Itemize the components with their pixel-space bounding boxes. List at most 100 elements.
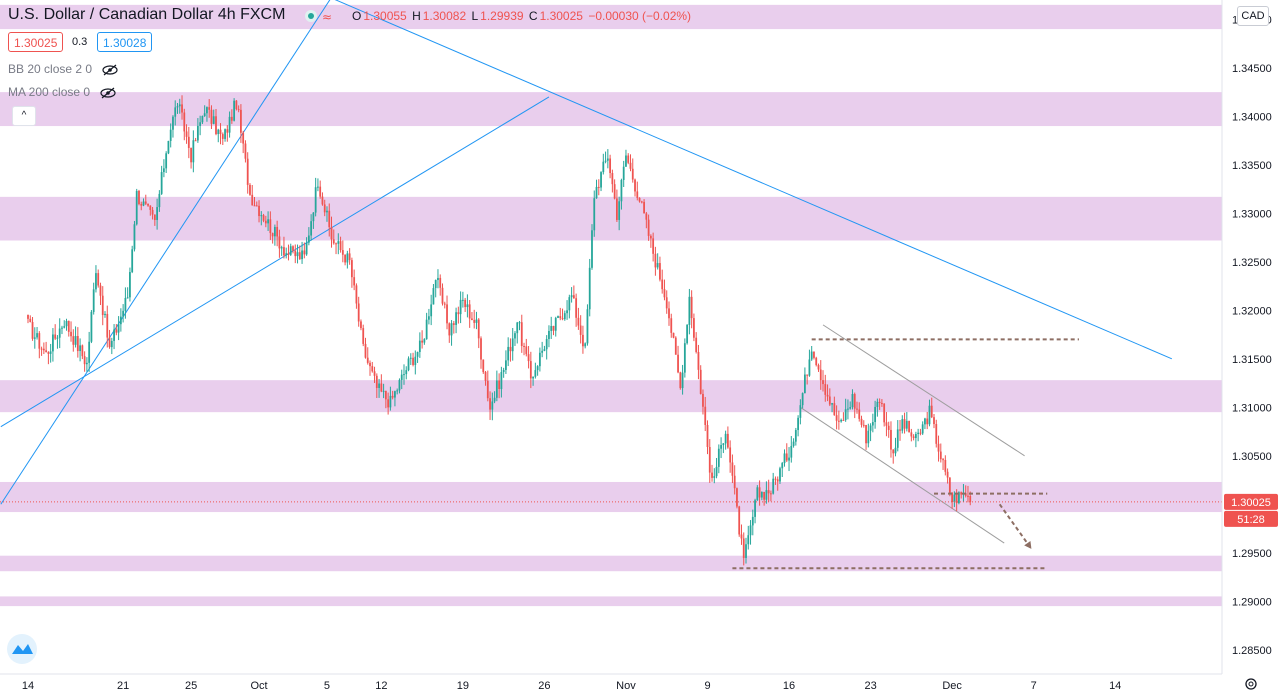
candle xyxy=(339,236,342,253)
candle xyxy=(131,245,134,274)
candle xyxy=(507,337,510,367)
y-tick-label: 1.28500 xyxy=(1232,645,1272,657)
candle xyxy=(677,345,679,374)
buy-button[interactable]: 1.30028 xyxy=(97,32,153,52)
candle xyxy=(85,357,88,372)
last-price-tag: 1.30025 51:28 xyxy=(1224,493,1278,527)
candle xyxy=(99,282,102,306)
candle xyxy=(668,301,670,326)
time-axis: 14 21 25 Oct 5 12 19 26 Nov 9 16 23 Dec 7 14 xyxy=(0,673,1280,694)
candle xyxy=(310,214,313,241)
symbol-title[interactable]: U.S. Dollar / Canadian Dollar 4h FXCM xyxy=(8,6,286,23)
indicator-ma[interactable]: MA 200 close 0 xyxy=(8,85,117,99)
candle xyxy=(688,288,691,335)
candle xyxy=(190,147,192,169)
candle xyxy=(244,140,247,163)
candle xyxy=(572,285,575,299)
zone-4 xyxy=(0,481,1222,513)
y-tick-label: 1.30500 xyxy=(1232,451,1272,463)
y-tick-label: 1.31500 xyxy=(1232,354,1272,366)
candle xyxy=(713,468,716,484)
candle xyxy=(604,151,607,164)
candle xyxy=(883,403,886,427)
x-tick-label: Nov xyxy=(616,680,636,692)
arrow-head xyxy=(1024,540,1032,549)
candle xyxy=(670,313,673,338)
hidden-eye-icon[interactable] xyxy=(101,64,119,76)
candle xyxy=(563,310,566,321)
candle xyxy=(287,244,290,261)
candle xyxy=(697,344,700,380)
sell-button[interactable]: 1.30025 xyxy=(8,32,64,52)
candle xyxy=(113,324,115,350)
candle xyxy=(686,324,689,345)
candle xyxy=(430,294,433,326)
candle xyxy=(357,296,360,327)
candle xyxy=(160,165,163,195)
candle xyxy=(273,224,276,246)
candle xyxy=(926,411,929,430)
candle xyxy=(403,364,405,385)
candle xyxy=(47,351,50,365)
x-tick-label: 9 xyxy=(704,680,710,692)
open-value: 1.30055 xyxy=(363,9,407,23)
candle xyxy=(486,370,489,402)
indicator-bb[interactable]: BB 20 close 2 0 xyxy=(8,62,119,76)
candle xyxy=(418,332,421,358)
hidden-eye-icon[interactable] xyxy=(99,87,117,99)
candle xyxy=(529,351,532,389)
candle xyxy=(693,313,695,342)
candle xyxy=(788,447,790,472)
svg-text:≈: ≈ xyxy=(322,10,332,24)
candle xyxy=(448,322,451,343)
candle xyxy=(425,312,428,340)
candle xyxy=(196,118,199,143)
candle xyxy=(246,152,249,194)
candle xyxy=(518,320,521,331)
spread-value: 0.3 xyxy=(72,36,88,48)
candle xyxy=(387,392,390,415)
candle xyxy=(600,171,602,192)
candle xyxy=(899,419,901,441)
candle xyxy=(760,491,763,501)
settings-gear-icon[interactable] xyxy=(1245,678,1257,690)
candle xyxy=(659,256,661,282)
candle xyxy=(878,398,881,410)
candle xyxy=(813,351,815,360)
candle xyxy=(711,464,713,482)
candle xyxy=(833,396,836,416)
last-price-label: 1.30025 xyxy=(1231,497,1271,509)
x-tick-label: 16 xyxy=(783,680,795,692)
candle xyxy=(278,229,281,258)
candle xyxy=(606,149,609,169)
candle xyxy=(935,419,938,448)
candle xyxy=(29,315,32,323)
candle xyxy=(457,306,460,324)
candle xyxy=(742,532,745,566)
candle xyxy=(317,178,319,192)
candle xyxy=(416,351,419,363)
candle xyxy=(538,347,541,372)
candle xyxy=(801,392,804,409)
collapse-legend-button[interactable]: ^ xyxy=(12,106,36,126)
candle xyxy=(228,111,231,138)
candle xyxy=(49,343,52,363)
candle xyxy=(541,341,544,358)
candle xyxy=(792,438,795,448)
candle xyxy=(235,100,238,111)
candle xyxy=(269,211,272,240)
candle xyxy=(181,95,183,120)
candle xyxy=(960,491,963,499)
candle xyxy=(199,115,202,136)
currency-badge[interactable]: CAD xyxy=(1237,6,1269,26)
candle xyxy=(647,214,650,241)
candle xyxy=(65,318,68,331)
candle xyxy=(473,309,476,329)
candle xyxy=(382,383,385,399)
candle xyxy=(636,181,639,201)
candle xyxy=(36,327,38,340)
tradingview-logo[interactable] xyxy=(7,634,37,664)
high-value: 1.30082 xyxy=(422,9,467,23)
candle xyxy=(944,455,947,476)
